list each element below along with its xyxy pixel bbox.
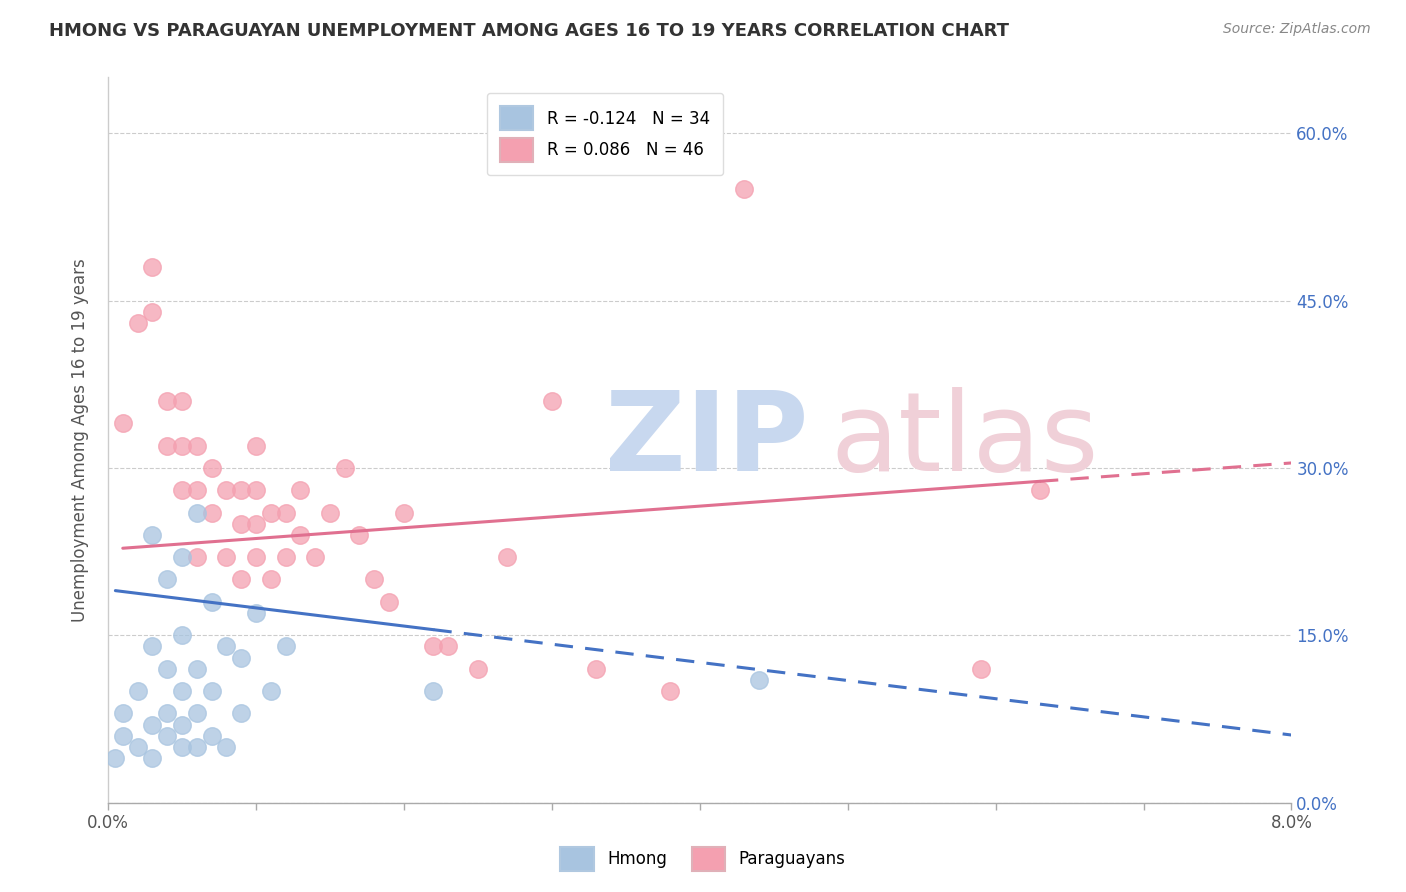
- Point: [733, 182, 755, 196]
- Point: [260, 684, 283, 698]
- Point: [274, 550, 297, 565]
- Point: [422, 684, 444, 698]
- Point: [186, 483, 208, 498]
- Point: [349, 528, 371, 542]
- Point: [141, 304, 163, 318]
- Point: [127, 684, 149, 698]
- Y-axis label: Unemployment Among Ages 16 to 19 years: Unemployment Among Ages 16 to 19 years: [72, 258, 89, 622]
- Point: [104, 751, 127, 765]
- Point: [170, 550, 193, 565]
- Point: [170, 394, 193, 409]
- Point: [170, 439, 193, 453]
- Point: [186, 739, 208, 754]
- Point: [274, 640, 297, 654]
- Point: [467, 662, 489, 676]
- Point: [304, 550, 326, 565]
- Point: [127, 316, 149, 330]
- Point: [111, 729, 134, 743]
- Point: [363, 573, 385, 587]
- Point: [231, 573, 253, 587]
- Point: [200, 595, 222, 609]
- Legend: R = -0.124   N = 34, R = 0.086   N = 46: R = -0.124 N = 34, R = 0.086 N = 46: [486, 93, 723, 175]
- Point: [215, 640, 238, 654]
- Text: ZIP: ZIP: [605, 386, 808, 493]
- Point: [245, 516, 267, 531]
- Point: [186, 662, 208, 676]
- Point: [290, 528, 312, 542]
- Point: [156, 706, 179, 721]
- Point: [231, 516, 253, 531]
- Point: [127, 739, 149, 754]
- Point: [170, 684, 193, 698]
- Point: [333, 461, 356, 475]
- Point: [585, 662, 607, 676]
- Point: [156, 729, 179, 743]
- Point: [170, 717, 193, 731]
- Point: [392, 506, 415, 520]
- Point: [111, 417, 134, 431]
- Point: [274, 506, 297, 520]
- Point: [141, 640, 163, 654]
- Text: atlas: atlas: [830, 386, 1098, 493]
- Point: [496, 550, 519, 565]
- Point: [141, 528, 163, 542]
- Point: [200, 684, 222, 698]
- Point: [170, 628, 193, 642]
- Point: [111, 706, 134, 721]
- Point: [156, 662, 179, 676]
- Point: [156, 439, 179, 453]
- Point: [319, 506, 342, 520]
- Point: [170, 739, 193, 754]
- Point: [748, 673, 770, 687]
- Point: [186, 550, 208, 565]
- Point: [260, 506, 283, 520]
- Point: [540, 394, 562, 409]
- Point: [422, 640, 444, 654]
- Point: [156, 394, 179, 409]
- Point: [200, 729, 222, 743]
- Point: [245, 483, 267, 498]
- Point: [290, 483, 312, 498]
- Point: [245, 550, 267, 565]
- Point: [141, 260, 163, 274]
- Point: [970, 662, 993, 676]
- Text: HMONG VS PARAGUAYAN UNEMPLOYMENT AMONG AGES 16 TO 19 YEARS CORRELATION CHART: HMONG VS PARAGUAYAN UNEMPLOYMENT AMONG A…: [49, 22, 1010, 40]
- Point: [378, 595, 401, 609]
- Legend: Hmong, Paraguayans: Hmong, Paraguayans: [553, 839, 853, 880]
- Point: [215, 550, 238, 565]
- Point: [245, 606, 267, 620]
- Point: [156, 573, 179, 587]
- Point: [659, 684, 682, 698]
- Point: [231, 706, 253, 721]
- Point: [141, 717, 163, 731]
- Point: [215, 739, 238, 754]
- Point: [215, 483, 238, 498]
- Point: [186, 506, 208, 520]
- Point: [186, 706, 208, 721]
- Point: [437, 640, 460, 654]
- Text: Source: ZipAtlas.com: Source: ZipAtlas.com: [1223, 22, 1371, 37]
- Point: [231, 650, 253, 665]
- Point: [260, 573, 283, 587]
- Point: [200, 506, 222, 520]
- Point: [200, 461, 222, 475]
- Point: [1029, 483, 1052, 498]
- Point: [231, 483, 253, 498]
- Point: [245, 439, 267, 453]
- Point: [170, 483, 193, 498]
- Point: [186, 439, 208, 453]
- Point: [141, 751, 163, 765]
